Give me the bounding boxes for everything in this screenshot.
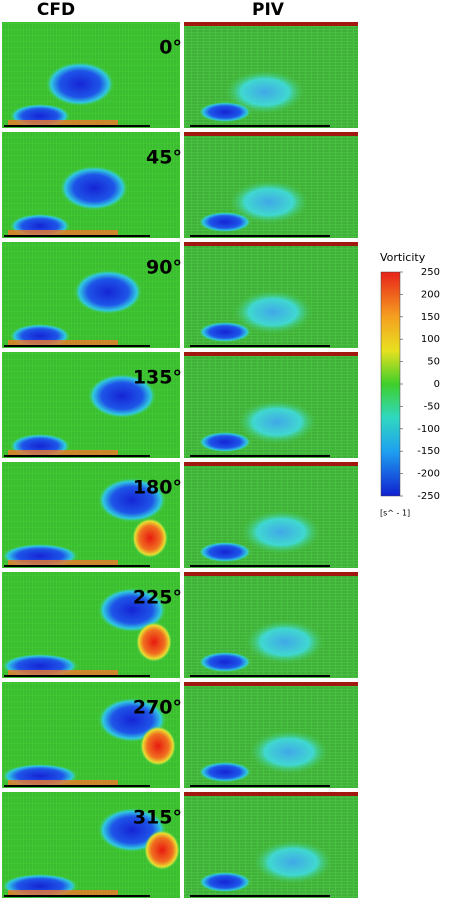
piv-wall-vortex: [199, 322, 251, 342]
piv-vortex: [229, 180, 309, 224]
vortex: [60, 166, 128, 210]
vortex: [98, 588, 166, 632]
piv-top: [184, 462, 358, 466]
piv-wall-vortex: [199, 762, 251, 782]
counter-vortex: [144, 830, 180, 870]
angle-label: 45°: [146, 147, 182, 169]
wall-shear: [8, 120, 118, 125]
piv-top: [184, 242, 358, 246]
wall-shear: [8, 890, 118, 895]
piv-vortex: [241, 510, 321, 554]
colorbar-unit: [s^ - 1]: [380, 509, 410, 518]
colorbar-tick-label: 200: [421, 289, 440, 300]
colorbar: [380, 271, 401, 497]
angle-label: 180°: [133, 477, 182, 499]
piv-wall-vortex: [199, 102, 251, 122]
angle-label: 225°: [133, 587, 182, 609]
piv-vortex: [253, 840, 333, 884]
wall-shear: [8, 340, 118, 345]
colorbar-tick-label: 150: [421, 312, 440, 323]
vortex: [46, 62, 114, 106]
angle-label: 0°: [159, 37, 182, 59]
wall-shear: [8, 780, 118, 785]
vortex: [88, 374, 156, 418]
wall-shear: [8, 560, 118, 565]
wall-shear: [8, 230, 118, 235]
wall-shear: [8, 450, 118, 455]
colorbar-tick-label: 250: [421, 267, 440, 278]
angle-label: 135°: [133, 367, 182, 389]
wall-shear: [8, 670, 118, 675]
colorbar-tick-label: 100: [421, 334, 440, 345]
piv-wall-vortex: [199, 872, 251, 892]
piv-vortex: [233, 290, 313, 334]
vortex: [98, 478, 166, 522]
counter-vortex: [140, 726, 176, 766]
counter-vortex: [132, 518, 168, 558]
colorbar-tick-label: -100: [417, 424, 440, 435]
angle-label: 270°: [133, 697, 182, 719]
colorbar-tick-label: -250: [417, 491, 440, 502]
piv-top: [184, 572, 358, 576]
vortex: [74, 270, 142, 314]
piv-top: [184, 352, 358, 356]
column-header: CFD: [37, 0, 75, 20]
colorbar-tick-label: -200: [417, 469, 440, 480]
angle-label: 90°: [146, 257, 182, 279]
piv-wall-vortex: [199, 212, 251, 232]
angle-label: 315°: [133, 807, 182, 829]
piv-wall-vortex: [199, 432, 251, 452]
colorbar-tick-label: -150: [417, 446, 440, 457]
piv-vortex: [225, 70, 305, 114]
piv-top: [184, 132, 358, 136]
colorbar-tick-label: -50: [424, 401, 440, 412]
colorbar-title: Vorticity: [380, 251, 426, 264]
piv-vortex: [237, 400, 317, 444]
counter-vortex: [136, 622, 172, 662]
piv-top: [184, 682, 358, 686]
colorbar-tick-label: 50: [427, 357, 440, 368]
piv-wall-vortex: [199, 652, 251, 672]
column-header: PIV: [252, 0, 285, 20]
piv-top: [184, 22, 358, 26]
piv-vortex: [249, 730, 329, 774]
piv-top: [184, 792, 358, 796]
piv-wall-vortex: [199, 542, 251, 562]
colorbar-tick-label: 0: [434, 379, 440, 390]
piv-vortex: [245, 620, 325, 664]
